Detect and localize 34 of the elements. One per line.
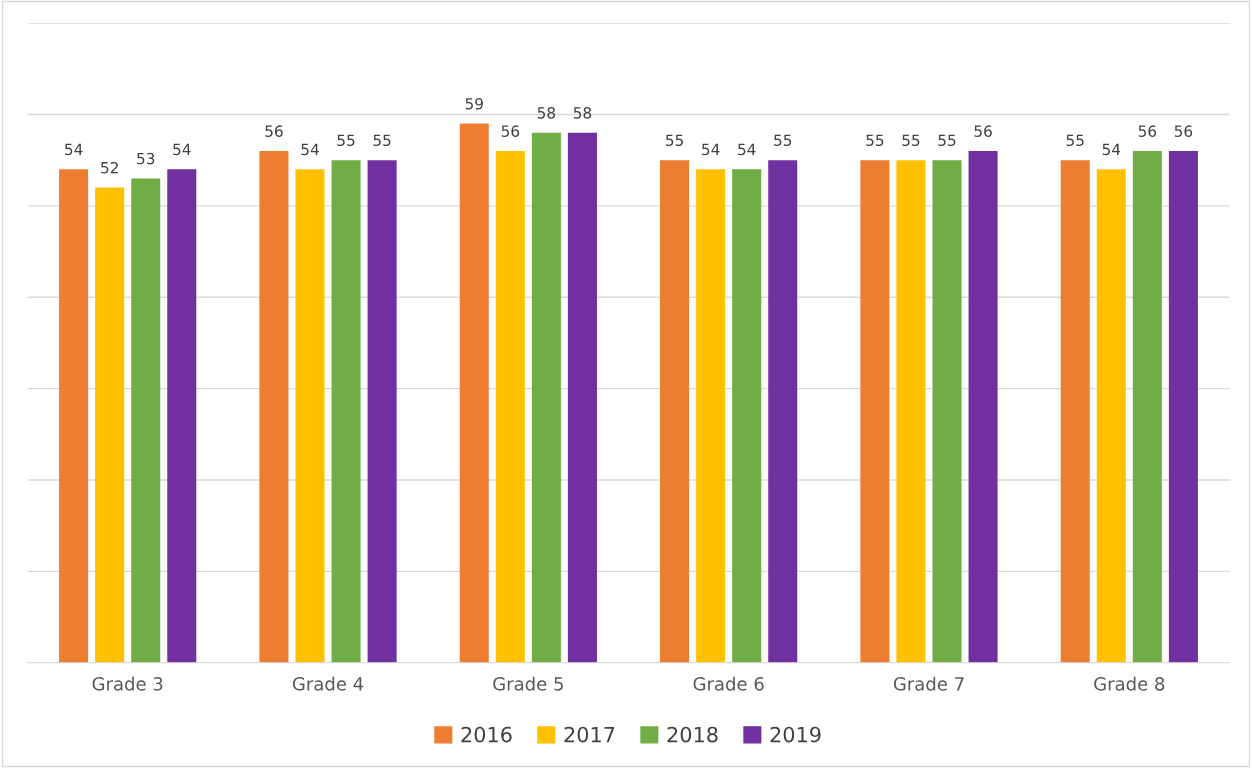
- data-label: 53: [137, 152, 155, 165]
- data-label: 55: [938, 134, 956, 147]
- data-label: 55: [1066, 134, 1084, 147]
- x-tick-label: Grade 7: [893, 676, 964, 691]
- data-label: 55: [774, 134, 792, 147]
- data-label: 55: [666, 134, 683, 147]
- data-label: 58: [573, 107, 592, 119]
- data-label: 59: [465, 97, 483, 110]
- data-label: 56: [1138, 125, 1157, 137]
- x-tick-label: Grade 4: [292, 676, 364, 691]
- data-label: 56: [974, 125, 992, 137]
- data-label: 54: [702, 143, 720, 156]
- data-label: 54: [738, 143, 756, 156]
- data-label: 58: [537, 107, 556, 119]
- data-label: 54: [301, 143, 319, 156]
- data-label: 55: [373, 134, 391, 147]
- data-label: 54: [173, 143, 191, 156]
- legend-label: 2017: [564, 726, 615, 743]
- data-label: 55: [902, 134, 920, 147]
- data-label: 56: [1174, 125, 1193, 137]
- data-label: 55: [866, 134, 884, 147]
- x-tick-label: Grade 6: [693, 676, 764, 691]
- data-label: 54: [65, 143, 83, 156]
- data-label: 54: [1102, 143, 1121, 156]
- x-tick-label: Grade 5: [493, 676, 563, 691]
- data-label: 55: [337, 134, 355, 147]
- legend-label: 2018: [667, 726, 718, 743]
- legend-label: 2016: [461, 726, 512, 743]
- x-tick-label: Grade 8: [1094, 676, 1165, 691]
- x-tick-label: Grade 3: [92, 676, 163, 691]
- data-label: 56: [501, 125, 520, 137]
- data-label: 52: [101, 161, 118, 174]
- data-label: 56: [265, 125, 283, 137]
- legend-label: 2019: [770, 726, 821, 743]
